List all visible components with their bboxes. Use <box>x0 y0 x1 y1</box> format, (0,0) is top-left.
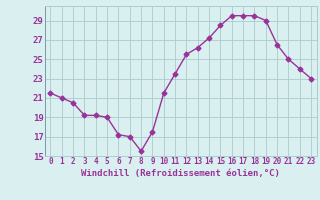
X-axis label: Windchill (Refroidissement éolien,°C): Windchill (Refroidissement éolien,°C) <box>81 169 280 178</box>
